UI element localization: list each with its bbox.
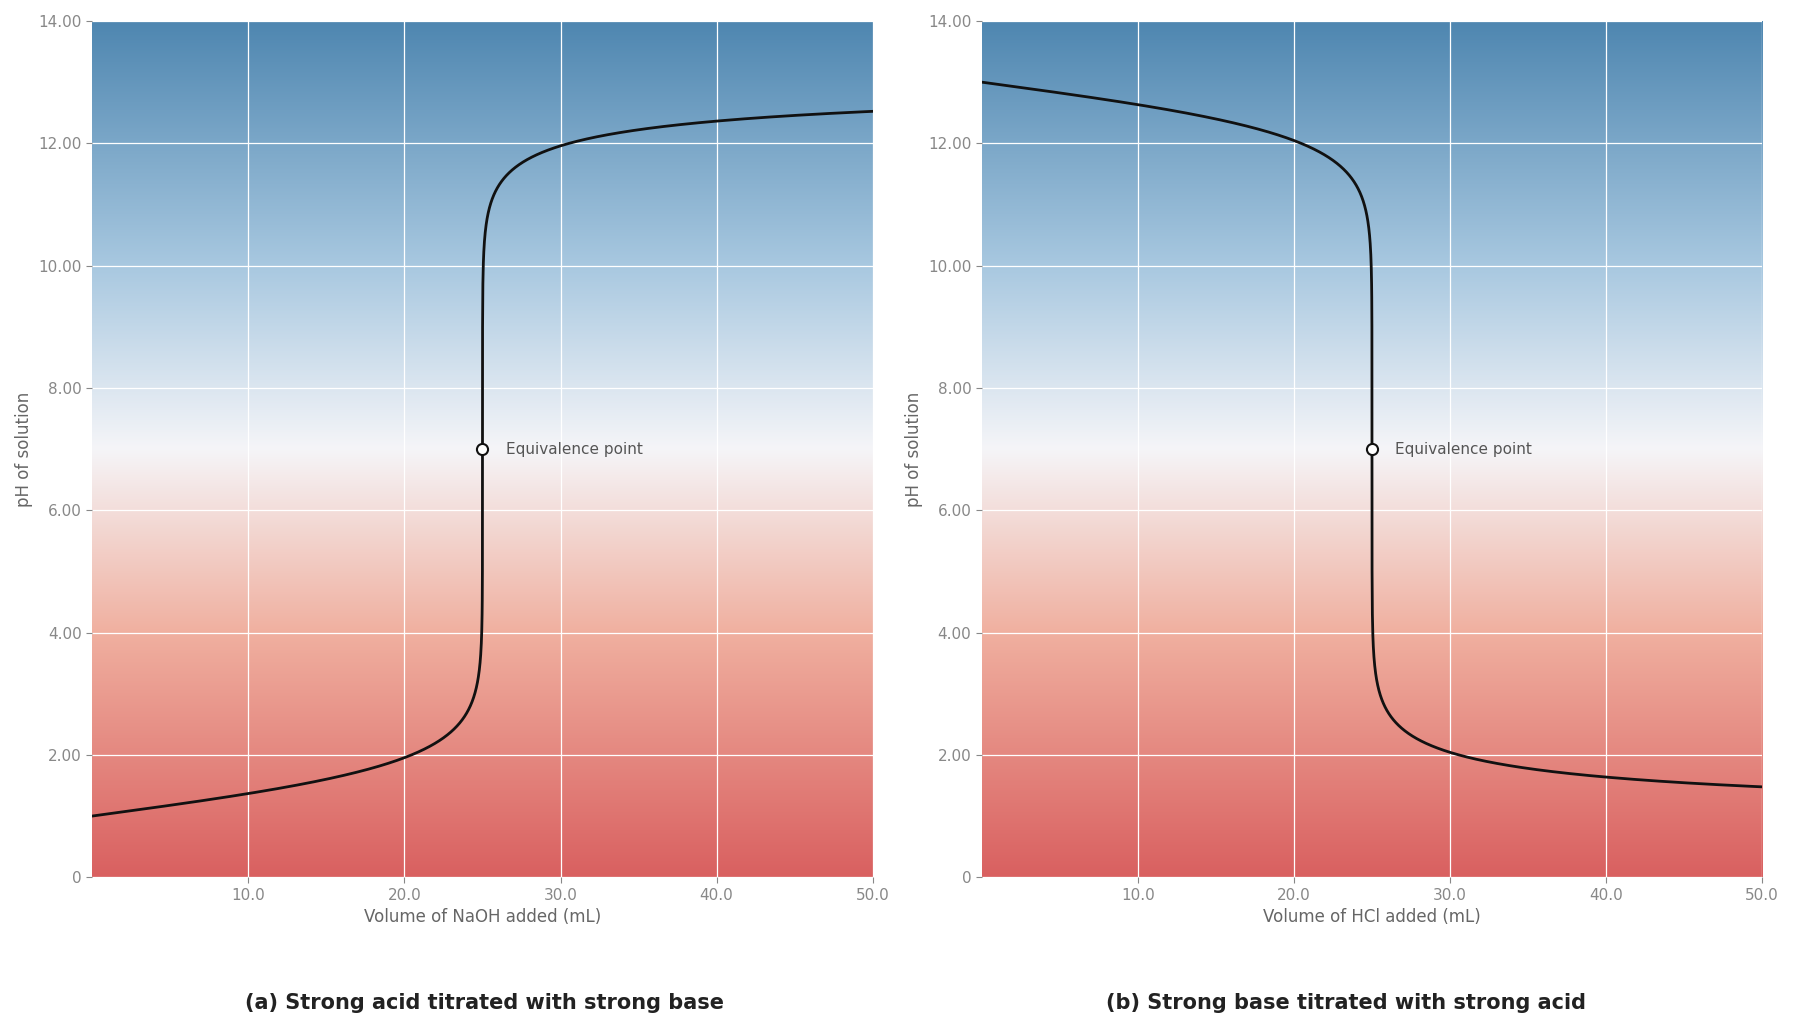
Text: Equivalence point: Equivalence point bbox=[506, 442, 642, 456]
Text: (b) Strong base titrated with strong acid: (b) Strong base titrated with strong aci… bbox=[1105, 992, 1586, 1013]
Y-axis label: pH of solution: pH of solution bbox=[904, 392, 922, 506]
Text: (a) Strong acid titrated with strong base: (a) Strong acid titrated with strong bas… bbox=[244, 992, 725, 1013]
X-axis label: Volume of NaOH added (mL): Volume of NaOH added (mL) bbox=[364, 908, 601, 926]
X-axis label: Volume of HCl added (mL): Volume of HCl added (mL) bbox=[1263, 908, 1480, 926]
Text: Equivalence point: Equivalence point bbox=[1396, 442, 1532, 456]
Y-axis label: pH of solution: pH of solution bbox=[14, 392, 32, 506]
